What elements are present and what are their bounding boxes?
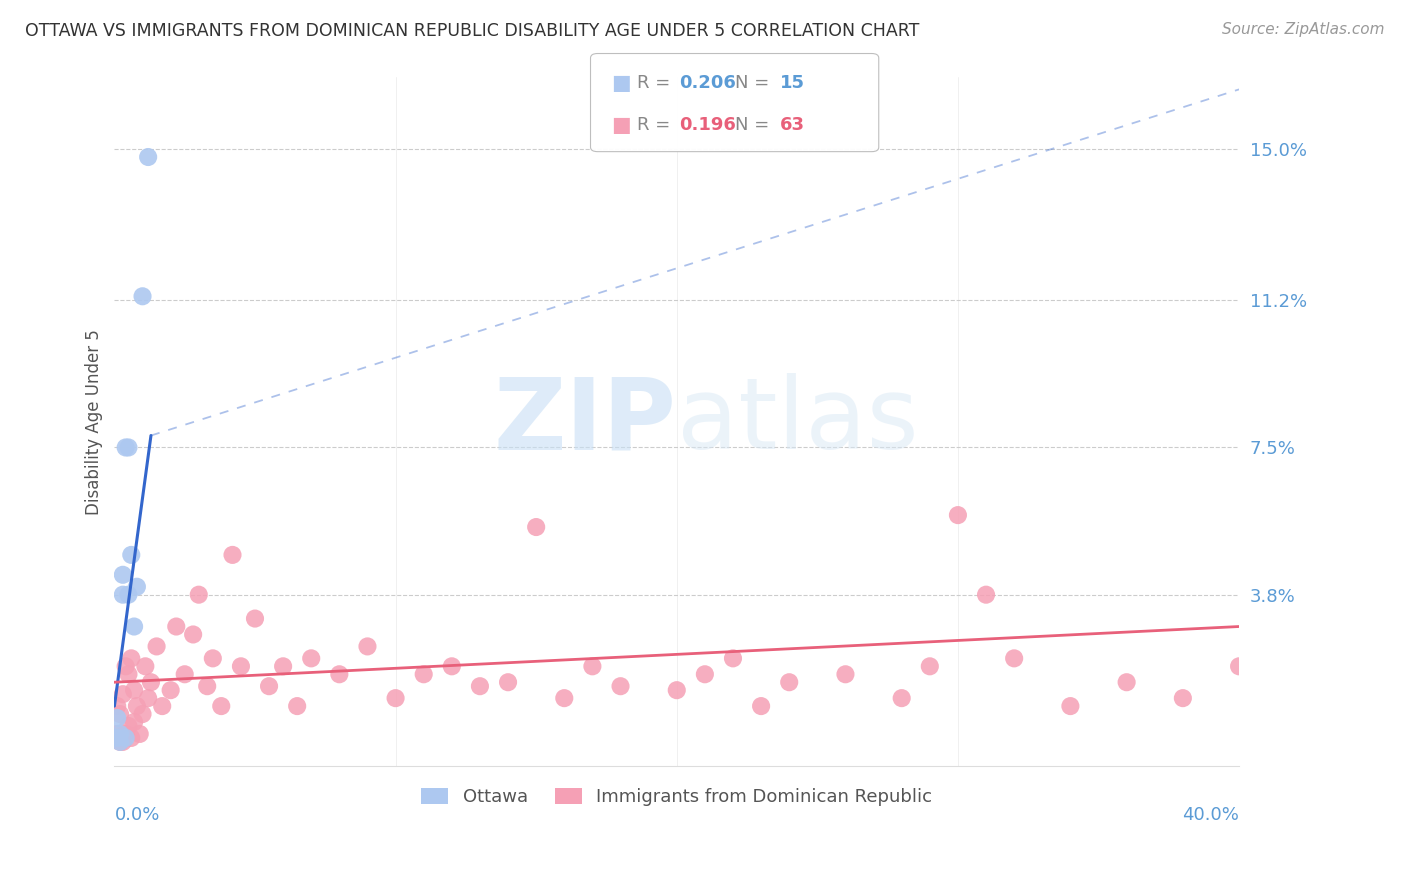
Point — [257, 679, 280, 693]
Legend: Ottawa, Immigrants from Dominican Republic: Ottawa, Immigrants from Dominican Republ… — [412, 779, 942, 815]
Text: R =: R = — [637, 74, 671, 92]
Point — [122, 619, 145, 633]
Point — [665, 683, 688, 698]
Point — [117, 588, 139, 602]
Point — [468, 679, 491, 693]
Point — [328, 667, 350, 681]
Point — [125, 580, 148, 594]
Y-axis label: Disability Age Under 5: Disability Age Under 5 — [86, 328, 103, 515]
Text: ■: ■ — [612, 73, 631, 93]
Point — [181, 627, 204, 641]
Text: ■: ■ — [612, 115, 631, 135]
Point — [834, 667, 856, 681]
Text: 15: 15 — [780, 74, 806, 92]
Point — [1059, 699, 1081, 714]
Text: Source: ZipAtlas.com: Source: ZipAtlas.com — [1222, 22, 1385, 37]
Point — [111, 735, 134, 749]
Text: ZIP: ZIP — [494, 373, 676, 470]
Point — [581, 659, 603, 673]
Point — [136, 150, 159, 164]
Point — [139, 675, 162, 690]
Point — [111, 567, 134, 582]
Point — [384, 691, 406, 706]
Point — [117, 719, 139, 733]
Point — [553, 691, 575, 706]
Point — [165, 619, 187, 633]
Point — [693, 667, 716, 681]
Point — [150, 699, 173, 714]
Point — [243, 611, 266, 625]
Text: 0.0%: 0.0% — [114, 805, 160, 823]
Point — [356, 640, 378, 654]
Point — [117, 667, 139, 681]
Point — [159, 683, 181, 698]
Point — [125, 699, 148, 714]
Point — [1227, 659, 1250, 673]
Point — [122, 714, 145, 729]
Point — [209, 699, 232, 714]
Point — [778, 675, 800, 690]
Text: 40.0%: 40.0% — [1182, 805, 1239, 823]
Point — [271, 659, 294, 673]
Point — [1002, 651, 1025, 665]
Text: N =: N = — [735, 116, 769, 134]
Text: R =: R = — [637, 116, 671, 134]
Point — [120, 731, 142, 745]
Point — [412, 667, 434, 681]
Point — [114, 659, 136, 673]
Point — [128, 727, 150, 741]
Point — [918, 659, 941, 673]
Point — [105, 711, 128, 725]
Point — [145, 640, 167, 654]
Point — [108, 735, 131, 749]
Point — [114, 441, 136, 455]
Point — [946, 508, 969, 522]
Point — [114, 731, 136, 745]
Point — [440, 659, 463, 673]
Point — [105, 727, 128, 741]
Point — [120, 651, 142, 665]
Point — [890, 691, 912, 706]
Point — [111, 588, 134, 602]
Point — [114, 727, 136, 741]
Point — [195, 679, 218, 693]
Point — [201, 651, 224, 665]
Point — [108, 727, 131, 741]
Point — [131, 289, 153, 303]
Text: atlas: atlas — [676, 373, 918, 470]
Point — [1115, 675, 1137, 690]
Point — [285, 699, 308, 714]
Point — [187, 588, 209, 602]
Point — [122, 683, 145, 698]
Point — [173, 667, 195, 681]
Text: N =: N = — [735, 74, 769, 92]
Point — [120, 548, 142, 562]
Text: 0.206: 0.206 — [679, 74, 735, 92]
Point — [105, 699, 128, 714]
Point — [134, 659, 156, 673]
Point — [496, 675, 519, 690]
Point — [721, 651, 744, 665]
Point — [108, 735, 131, 749]
Point — [117, 441, 139, 455]
Point — [136, 691, 159, 706]
Point — [974, 588, 997, 602]
Point — [221, 548, 243, 562]
Point — [299, 651, 322, 665]
Text: 63: 63 — [780, 116, 806, 134]
Point — [111, 687, 134, 701]
Point — [105, 731, 128, 745]
Point — [1171, 691, 1194, 706]
Text: OTTAWA VS IMMIGRANTS FROM DOMINICAN REPUBLIC DISABILITY AGE UNDER 5 CORRELATION : OTTAWA VS IMMIGRANTS FROM DOMINICAN REPU… — [25, 22, 920, 40]
Point — [524, 520, 547, 534]
Point — [229, 659, 252, 673]
Text: 0.196: 0.196 — [679, 116, 735, 134]
Point — [131, 707, 153, 722]
Point — [108, 707, 131, 722]
Point — [609, 679, 631, 693]
Point — [749, 699, 772, 714]
